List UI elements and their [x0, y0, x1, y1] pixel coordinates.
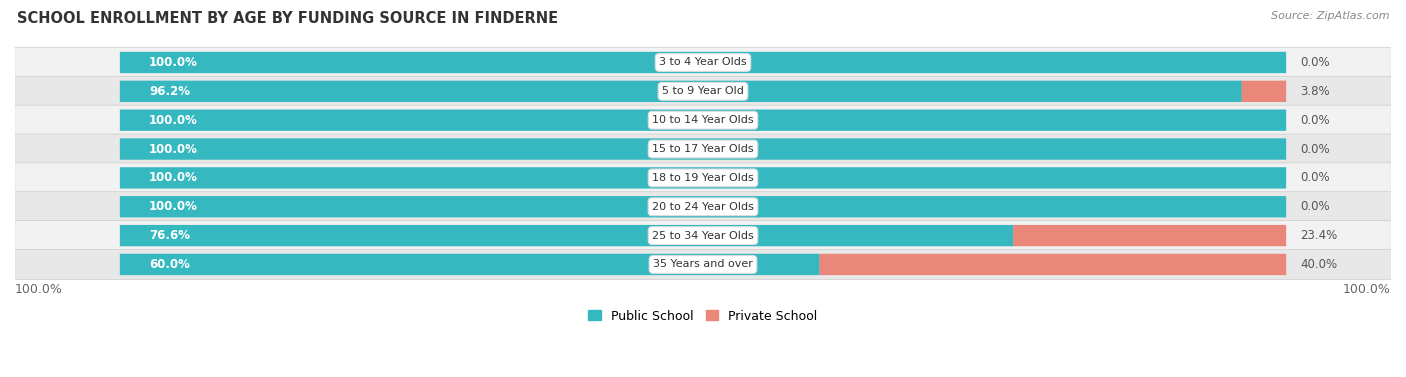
FancyBboxPatch shape	[15, 134, 1391, 164]
Text: 0.0%: 0.0%	[1301, 143, 1330, 156]
Text: 3.8%: 3.8%	[1301, 85, 1330, 98]
Text: 5 to 9 Year Old: 5 to 9 Year Old	[662, 86, 744, 97]
Text: 100.0%: 100.0%	[149, 143, 198, 156]
Text: 40.0%: 40.0%	[1301, 258, 1337, 271]
FancyBboxPatch shape	[1014, 225, 1286, 246]
FancyBboxPatch shape	[120, 138, 1286, 160]
Text: 0.0%: 0.0%	[1301, 200, 1330, 213]
Text: Source: ZipAtlas.com: Source: ZipAtlas.com	[1271, 11, 1389, 21]
Text: 60.0%: 60.0%	[149, 258, 190, 271]
FancyBboxPatch shape	[120, 196, 1286, 218]
FancyBboxPatch shape	[120, 109, 1286, 131]
Text: 3 to 4 Year Olds: 3 to 4 Year Olds	[659, 57, 747, 67]
FancyBboxPatch shape	[120, 225, 1014, 246]
FancyBboxPatch shape	[120, 167, 1286, 188]
Text: 0.0%: 0.0%	[1301, 56, 1330, 69]
Text: 23.4%: 23.4%	[1301, 229, 1337, 242]
Text: SCHOOL ENROLLMENT BY AGE BY FUNDING SOURCE IN FINDERNE: SCHOOL ENROLLMENT BY AGE BY FUNDING SOUR…	[17, 11, 558, 26]
FancyBboxPatch shape	[120, 52, 1286, 73]
FancyBboxPatch shape	[120, 81, 1241, 102]
FancyBboxPatch shape	[15, 221, 1391, 251]
FancyBboxPatch shape	[15, 163, 1391, 193]
FancyBboxPatch shape	[15, 250, 1391, 279]
Text: 96.2%: 96.2%	[149, 85, 190, 98]
FancyBboxPatch shape	[820, 254, 1286, 275]
Text: 35 Years and over: 35 Years and over	[652, 259, 754, 270]
Text: 100.0%: 100.0%	[1343, 283, 1391, 296]
Text: 10 to 14 Year Olds: 10 to 14 Year Olds	[652, 115, 754, 125]
FancyBboxPatch shape	[1241, 81, 1286, 102]
FancyBboxPatch shape	[15, 76, 1391, 106]
Text: 18 to 19 Year Olds: 18 to 19 Year Olds	[652, 173, 754, 183]
Text: 76.6%: 76.6%	[149, 229, 190, 242]
Text: 100.0%: 100.0%	[149, 200, 198, 213]
FancyBboxPatch shape	[15, 192, 1391, 222]
Text: 100.0%: 100.0%	[149, 172, 198, 184]
Text: 25 to 34 Year Olds: 25 to 34 Year Olds	[652, 231, 754, 241]
Text: 100.0%: 100.0%	[149, 56, 198, 69]
Text: 100.0%: 100.0%	[15, 283, 63, 296]
Legend: Public School, Private School: Public School, Private School	[583, 305, 823, 328]
Text: 0.0%: 0.0%	[1301, 114, 1330, 127]
Text: 15 to 17 Year Olds: 15 to 17 Year Olds	[652, 144, 754, 154]
FancyBboxPatch shape	[15, 48, 1391, 78]
Text: 20 to 24 Year Olds: 20 to 24 Year Olds	[652, 202, 754, 212]
Text: 0.0%: 0.0%	[1301, 172, 1330, 184]
Text: 100.0%: 100.0%	[149, 114, 198, 127]
FancyBboxPatch shape	[15, 105, 1391, 135]
FancyBboxPatch shape	[120, 254, 820, 275]
